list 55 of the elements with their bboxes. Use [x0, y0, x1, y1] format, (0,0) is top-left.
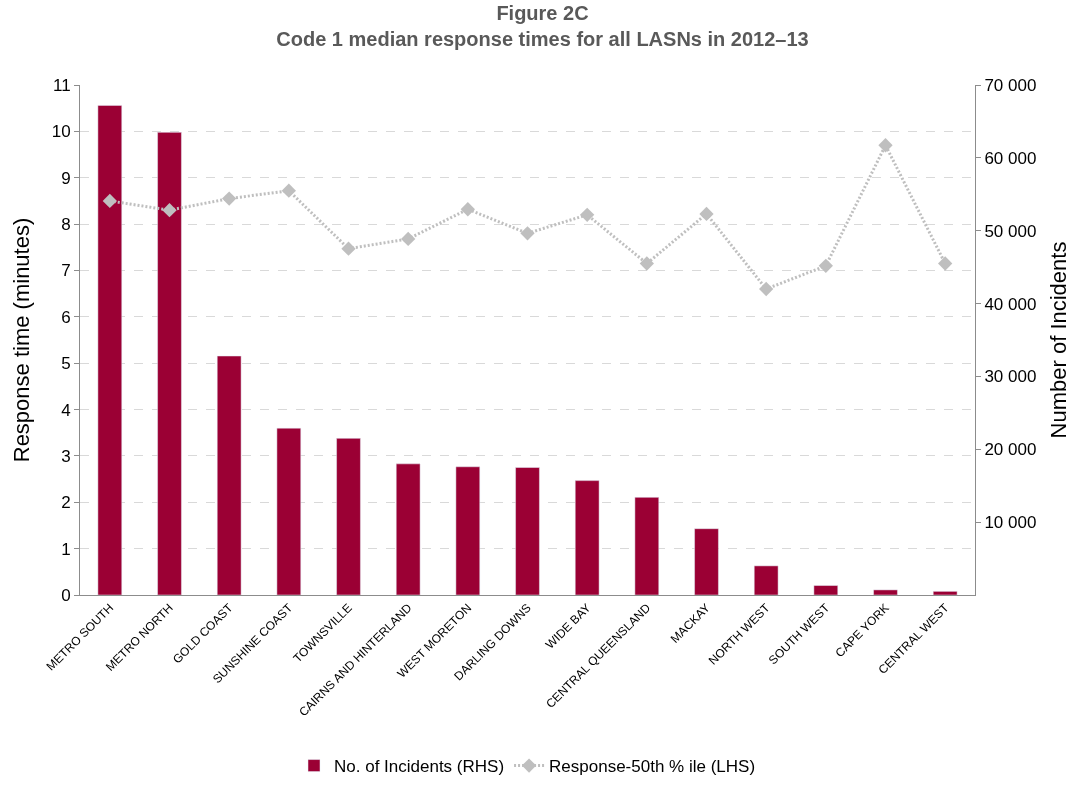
point [281, 183, 296, 198]
bar [97, 105, 123, 595]
bar [753, 565, 779, 595]
point [460, 202, 475, 217]
y2-tick-label: 60 000 [984, 148, 1037, 168]
bar [276, 427, 302, 595]
point [759, 281, 774, 297]
chart-subtitle: Code 1 median response times for all LASNs in 2012–13 [276, 27, 809, 50]
point [341, 241, 356, 256]
y-tick-label: 10 [51, 122, 71, 142]
y-tick-label: 7 [61, 261, 71, 281]
bar [694, 528, 719, 595]
bar [515, 467, 540, 595]
point [401, 231, 416, 247]
y-tick-label: 5 [61, 354, 71, 374]
bar [455, 466, 481, 595]
chart-title: Figure 2C [496, 1, 589, 24]
y2-tick-label: 20 000 [984, 440, 1037, 460]
point [520, 226, 535, 241]
y2-tick-label: 30 000 [984, 367, 1037, 387]
y2-tick-label: 50 000 [984, 221, 1037, 241]
y-tick-label: 1 [61, 539, 71, 559]
bar [216, 355, 242, 595]
point [162, 203, 177, 218]
bar [873, 589, 898, 595]
y2-tick-label: 10 000 [984, 513, 1037, 533]
y-tick-label: 3 [61, 446, 71, 466]
bar [932, 591, 958, 595]
y2-tick-label: 70 000 [984, 75, 1037, 95]
bar [634, 497, 660, 595]
y-tick-label: 8 [61, 215, 71, 235]
y-tick-label: 0 [61, 585, 71, 605]
point [878, 138, 893, 153]
legend-label: No. of Incidents (RHS) [334, 757, 505, 777]
point [580, 207, 595, 222]
y-axis-title: Response time (minutes) [9, 217, 35, 463]
bar [395, 463, 421, 595]
y-tick-label: 2 [61, 493, 71, 513]
y2-axis-title: Number of Incidents [1046, 241, 1072, 439]
y-tick-label: 4 [61, 400, 71, 420]
point [102, 193, 117, 209]
legend-label: Response-50th % ile (LHS) [549, 757, 756, 777]
y-tick-label: 9 [61, 168, 71, 188]
bar [813, 585, 839, 595]
bar [157, 132, 182, 595]
bar [574, 480, 600, 595]
bar [336, 438, 361, 595]
point [639, 256, 654, 271]
y-tick-label: 11 [52, 75, 71, 95]
y-tick-label: 6 [61, 307, 71, 327]
point [222, 191, 237, 206]
point [818, 258, 833, 273]
point [938, 256, 953, 271]
y2-tick-label: 40 000 [984, 294, 1037, 314]
point [699, 206, 714, 222]
